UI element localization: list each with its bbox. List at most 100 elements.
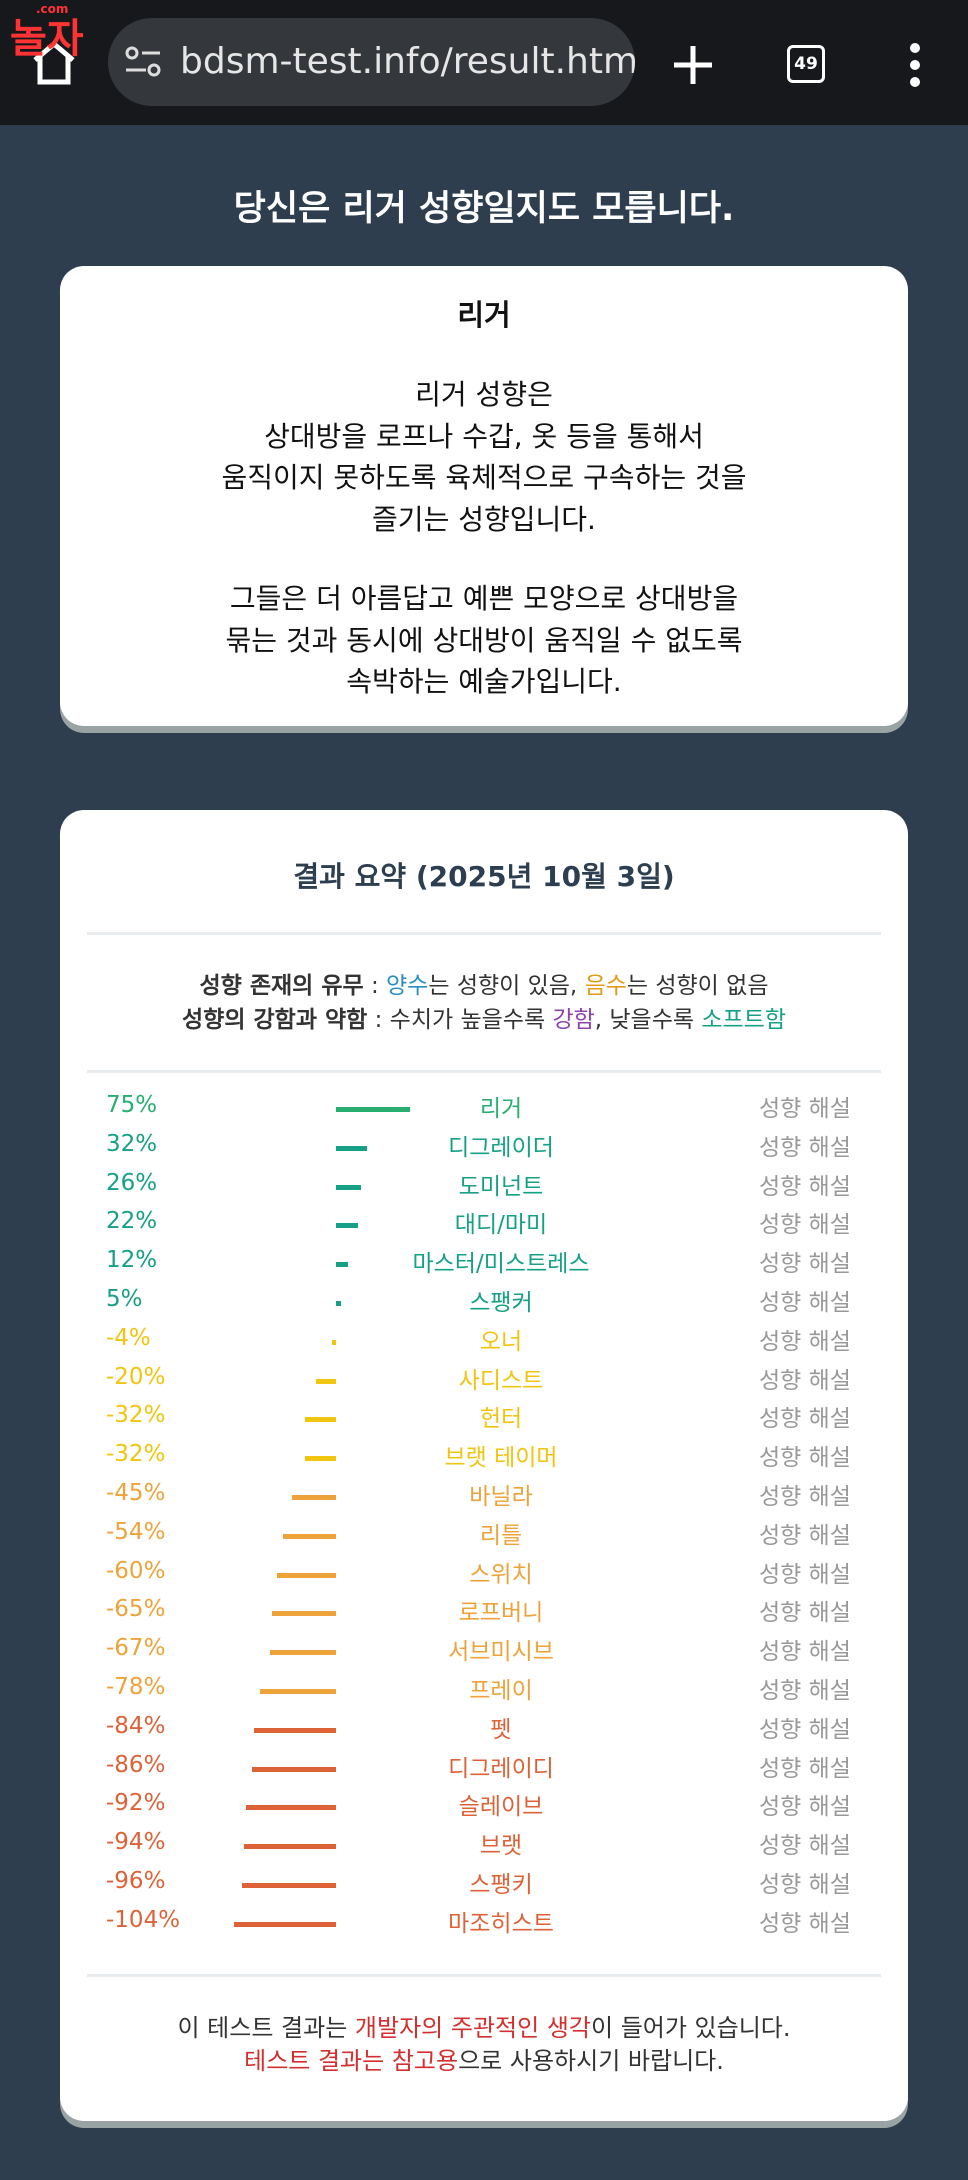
interpretation-link[interactable]: 성향 해설 [759, 1251, 851, 1278]
interpretation-link[interactable]: 성향 해설 [759, 1522, 851, 1549]
description-line: 묶는 것과 동시에 상대방이 움직일 수 없도록 [225, 623, 743, 657]
percent-label: -86% [106, 1751, 166, 1778]
description-line: 즐기는 성향입니다. [372, 502, 596, 536]
interpretation-link[interactable]: 성향 해설 [759, 1484, 851, 1510]
interpretation-link[interactable]: 성향 해설 [759, 1678, 851, 1704]
orientation-name: 브랫 테이머 [444, 1445, 558, 1472]
percent-label: -96% [106, 1868, 166, 1894]
orientation-name: 서브미시브 [448, 1639, 554, 1666]
interpretation-link[interactable]: 성향 해설 [759, 1639, 851, 1666]
percent-label: 26% [106, 1169, 158, 1196]
score-bar [332, 1339, 336, 1345]
text-segment: 이 들어가 있습니다. [590, 2014, 791, 2042]
orientation-name: 도미넌트 [458, 1173, 544, 1200]
percent-label: -104% [106, 1906, 181, 1933]
orientation-name: 펫 [490, 1716, 512, 1743]
percent-label: 12% [106, 1247, 158, 1274]
interpretation-link[interactable]: 성향 해설 [759, 1716, 851, 1743]
interpretation-link[interactable]: 성향 해설 [759, 1328, 851, 1355]
orientation-name: 프레이 [469, 1678, 533, 1704]
interpretation-link[interactable]: 성향 해설 [759, 1910, 851, 1937]
percent-label: -60% [106, 1557, 166, 1584]
percent-label: 75% [106, 1092, 158, 1118]
description-line: 움직이지 못하도록 육체적으로 구속하는 것을 [221, 461, 747, 494]
legend-line: 성향의 강함과 약함 : 수치가 높을수록 강함, 낮을수록 소프트함 [60, 1000, 908, 1034]
legend-line: 성향 존재의 유무 : 양수는 성향이 있음, 음수는 성향이 없음 [60, 966, 908, 1000]
interpretation-link[interactable]: 성향 해설 [759, 1833, 851, 1860]
site-settings-icon[interactable] [124, 44, 164, 80]
percent-label: -54% [106, 1518, 166, 1545]
text-segment: 소프트함 [701, 1007, 786, 1033]
percent-label: -65% [106, 1596, 166, 1623]
description-line: 속박하는 예술가입니다. [346, 665, 622, 698]
summary-card: 결과 요약 (2025년 10월 3일) 성향 존재의 유무 : 양수는 성향이… [60, 810, 908, 2121]
interpretation-link[interactable]: 성향 해설 [759, 1173, 851, 1200]
text-segment: 개발자의 주관적인 생각 [354, 2014, 591, 2042]
score-bar [336, 1223, 358, 1229]
text-segment: 성향의 강함과 약함 [182, 1007, 368, 1033]
orientation-name: 디그레이디 [448, 1755, 554, 1782]
percent-label: 32% [106, 1130, 158, 1157]
percent-label: -92% [106, 1790, 166, 1817]
new-tab-button[interactable] [670, 42, 716, 88]
interpretation-link[interactable]: 성향 해설 [759, 1290, 851, 1316]
interpretation-link[interactable]: 성향 해설 [759, 1561, 851, 1588]
interpretation-link[interactable]: 성향 해설 [759, 1794, 851, 1821]
interpretation-link[interactable]: 성향 해설 [759, 1755, 851, 1782]
text-segment: 테스트 결과는 참고용 [244, 2047, 459, 2075]
score-bar [316, 1378, 336, 1384]
divider [87, 1974, 881, 1977]
orientation-name: 스위치 [469, 1561, 533, 1588]
watermark-logo: 놀자 [10, 16, 84, 62]
text-segment: 성향 존재의 유무 [199, 973, 364, 999]
text-segment: 는 성향이 없음 [626, 973, 769, 999]
interpretation-link[interactable]: 성향 해설 [759, 1096, 851, 1122]
score-bar [291, 1495, 336, 1500]
orientation-name: 오너 [479, 1328, 523, 1355]
orientation-name: 헌터 [479, 1406, 523, 1433]
watermark-sub: .com [36, 2, 69, 16]
text-segment: : [363, 973, 387, 999]
tab-count[interactable]: 49 [787, 45, 825, 83]
address-bar[interactable]: bdsm-test.info/result.html? [108, 18, 635, 106]
percent-label: -20% [106, 1363, 166, 1390]
percent-label: -94% [106, 1829, 166, 1856]
score-bar [336, 1145, 368, 1151]
percent-label: -32% [106, 1441, 166, 1468]
orientation-name: 대디/마미 [454, 1212, 548, 1239]
orientation-name: 슬레이브 [458, 1794, 544, 1821]
orientation-name: 리틀 [479, 1522, 523, 1549]
percent-label: -78% [106, 1674, 166, 1700]
orientation-name: 스팽키 [469, 1872, 533, 1898]
score-bar [336, 1107, 410, 1112]
menu-button[interactable] [900, 40, 930, 90]
text-segment: 이 테스트 결과는 [177, 2014, 355, 2042]
text-segment: , 낮을수록 [594, 1007, 702, 1033]
interpretation-link[interactable]: 성향 해설 [759, 1212, 851, 1239]
orientation-name: 브랫 [479, 1833, 523, 1860]
interpretation-link[interactable]: 성향 해설 [759, 1367, 851, 1394]
percent-label: -32% [106, 1402, 166, 1429]
score-bar [336, 1262, 348, 1268]
interpretation-link[interactable]: 성향 해설 [759, 1406, 851, 1433]
score-bar [243, 1844, 336, 1850]
description-card: 리거 리거 성향은 상대방을 로프나 수갑, 옷 등을 통해서 움직이지 못하도록 … [60, 266, 908, 726]
interpretation-link[interactable]: 성향 해설 [759, 1872, 851, 1898]
percent-label: -45% [106, 1480, 166, 1506]
browser-toolbar: bdsm-test.info/result.html? 49 놀자 .com [0, 0, 968, 125]
text-segment: : 수치가 높을수록 [367, 1007, 553, 1033]
interpretation-link[interactable]: 성향 해설 [759, 1445, 851, 1472]
score-bar [304, 1456, 336, 1462]
footer-line: 테스트 결과는 참고용으로 사용하시기 바랍니다. [60, 2041, 908, 2076]
interpretation-link[interactable]: 성향 해설 [759, 1600, 851, 1627]
summary-title: 결과 요약 (2025년 10월 3일) [293, 860, 675, 893]
score-bar [234, 1921, 336, 1927]
orientation-name: 마스터/미스트레스 [412, 1251, 590, 1278]
home-button[interactable] [30, 38, 78, 86]
text-segment: 는 성향이 있음, [428, 973, 585, 999]
divider [87, 932, 881, 935]
orientation-name: 바닐라 [469, 1484, 533, 1510]
orientation-name: 사디스트 [458, 1367, 544, 1394]
orientation-name: 스팽커 [469, 1290, 533, 1316]
interpretation-link[interactable]: 성향 해설 [759, 1134, 851, 1161]
